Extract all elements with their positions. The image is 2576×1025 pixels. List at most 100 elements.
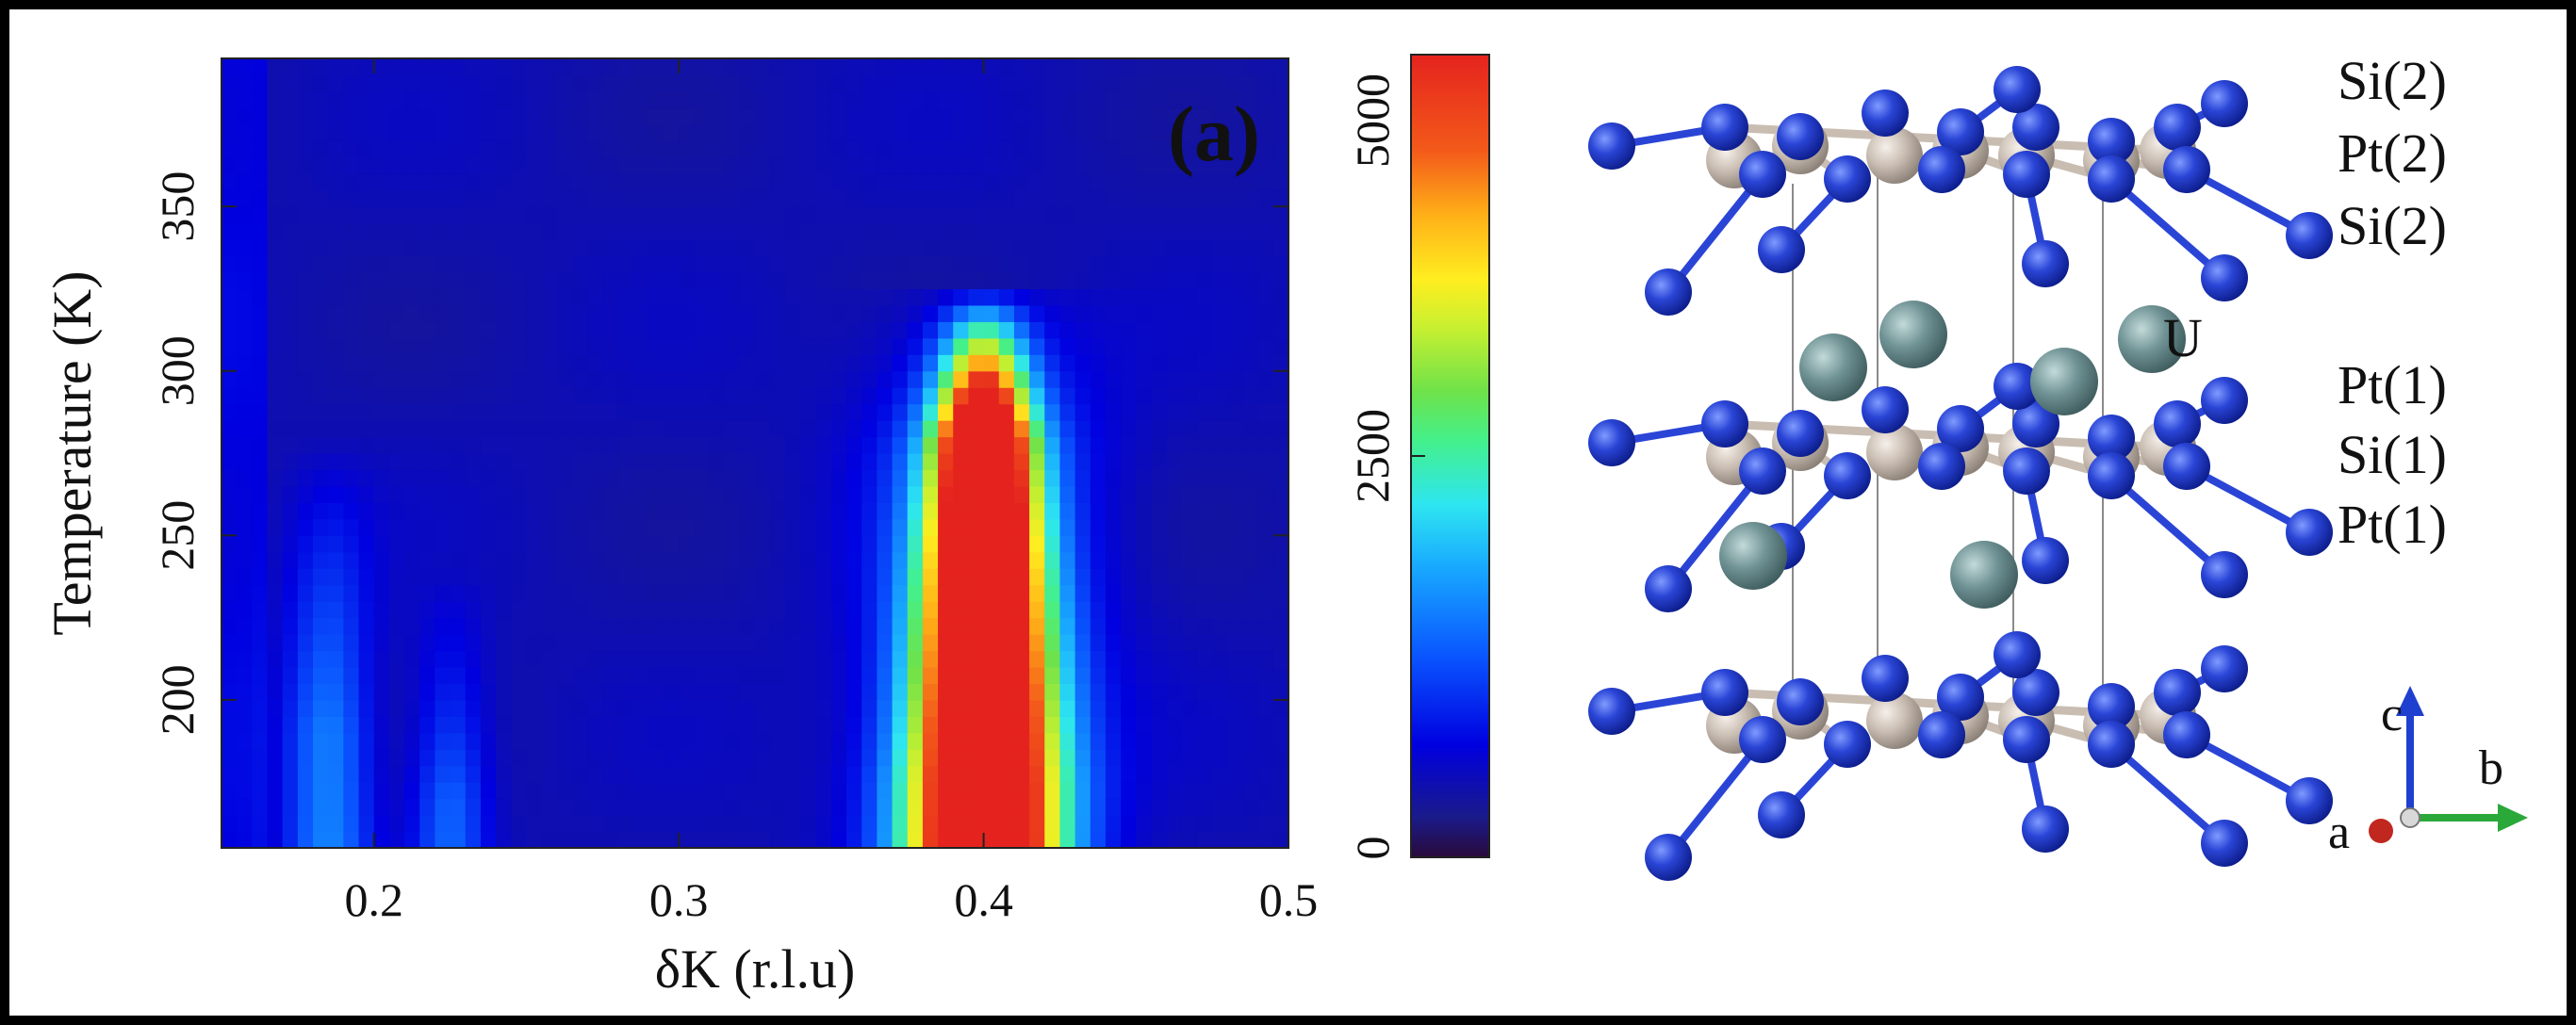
heatmap-cell [800, 634, 817, 652]
heatmap-cell [1181, 568, 1198, 586]
heatmap-cell [755, 617, 771, 635]
heatmap-cell [1272, 239, 1288, 257]
heatmap-cell [922, 156, 939, 174]
heatmap-cell [907, 535, 924, 553]
heatmap-cell [632, 288, 649, 306]
heatmap-cell [663, 749, 680, 767]
heatmap-cell [1105, 288, 1122, 306]
heatmap-cell [938, 354, 954, 372]
heatmap-cell [373, 551, 390, 569]
heatmap-cell [1257, 650, 1274, 668]
heatmap-cell [632, 568, 649, 586]
heatmap-cell [1272, 189, 1288, 207]
heatmap-cell [328, 502, 344, 520]
heatmap-cell [1105, 798, 1122, 816]
heatmap-cell [632, 173, 649, 191]
heatmap-cell [800, 123, 817, 141]
heatmap-cell [663, 189, 680, 207]
heatmap-cell [511, 831, 528, 848]
heatmap-cell [739, 354, 756, 372]
heatmap-cell [267, 617, 284, 635]
heatmap-cell [343, 189, 360, 207]
heatmap-cell [1196, 255, 1213, 273]
heatmap-cell [496, 815, 512, 833]
heatmap-cell [922, 123, 939, 141]
heatmap-cell [1013, 716, 1030, 734]
heatmap-cell [222, 304, 238, 322]
heatmap-cell [373, 403, 390, 421]
heatmap-cell [907, 123, 924, 141]
heatmap-cell [770, 815, 786, 833]
heatmap-cell [343, 584, 360, 602]
heatmap-cell [587, 815, 603, 833]
heatmap-cell [830, 403, 847, 421]
heatmap-cell [938, 173, 954, 191]
heatmap-cell [419, 436, 435, 454]
heatmap-cell [373, 156, 390, 174]
heatmap-cell [632, 189, 649, 207]
heatmap-cell [679, 798, 695, 816]
heatmap-cell [709, 255, 726, 273]
heatmap-cell [222, 206, 238, 224]
heatmap-cell [785, 650, 802, 668]
si-atom [1739, 151, 1786, 198]
heatmap-cell [602, 716, 619, 734]
heatmap-cell [1075, 370, 1091, 388]
heatmap-cell [1029, 502, 1045, 520]
heatmap-cell [358, 107, 375, 125]
heatmap-cell [1105, 140, 1122, 158]
heatmap-cell [419, 58, 435, 76]
heatmap-cell [541, 403, 558, 421]
heatmap-cell [343, 699, 360, 717]
heatmap-cell [511, 123, 528, 141]
heatmap-cell [632, 90, 649, 108]
heatmap-cell [755, 436, 771, 454]
heatmap-cell [328, 535, 344, 553]
heatmap-cell [1090, 815, 1107, 833]
heatmap-cell [1272, 354, 1288, 372]
heatmap-cell [465, 502, 482, 520]
heatmap-cell [770, 288, 786, 306]
heatmap-cell [1105, 255, 1122, 273]
heatmap-cell [648, 453, 665, 471]
heatmap-cell [815, 173, 832, 191]
heatmap-cell [373, 601, 390, 619]
heatmap-cell [922, 436, 939, 454]
heatmap-cell [282, 271, 299, 290]
heatmap-cell [1105, 436, 1122, 454]
heatmap-cell [1272, 321, 1288, 339]
heatmap-cell [830, 535, 847, 553]
heatmap-cell [617, 815, 634, 833]
heatmap-cell [587, 650, 603, 668]
heatmap-cell [968, 650, 985, 668]
heatmap-cell [358, 123, 375, 141]
heatmap-cell [983, 222, 1000, 240]
heatmap-cell [313, 387, 329, 405]
heatmap-cell [922, 765, 939, 783]
heatmap-cell [770, 74, 786, 92]
heatmap-cell [1272, 535, 1288, 553]
heatmap-cell [938, 90, 954, 108]
heatmap-cell [541, 74, 558, 92]
heatmap-cell [328, 568, 344, 586]
heatmap-cell [1044, 831, 1061, 848]
heatmap-cell [998, 387, 1015, 405]
heatmap-cell [1121, 337, 1137, 355]
heatmap-cell [724, 699, 741, 717]
heatmap-cell [267, 337, 284, 355]
heatmap-cell [632, 337, 649, 355]
heatmap-cell [830, 321, 847, 339]
heatmap-cell [1059, 74, 1076, 92]
heatmap-cell [983, 436, 1000, 454]
heatmap-cell [1105, 239, 1122, 257]
heatmap-cell [892, 387, 909, 405]
heatmap-cell [830, 683, 847, 701]
heatmap-cell [800, 337, 817, 355]
heatmap-cell [1257, 354, 1274, 372]
heatmap-cell [511, 732, 528, 750]
heatmap-cell [1090, 683, 1107, 701]
heatmap-cell [892, 156, 909, 174]
heatmap-cell [1196, 403, 1213, 421]
heatmap-cell [1136, 815, 1153, 833]
heatmap-cell [267, 206, 284, 224]
